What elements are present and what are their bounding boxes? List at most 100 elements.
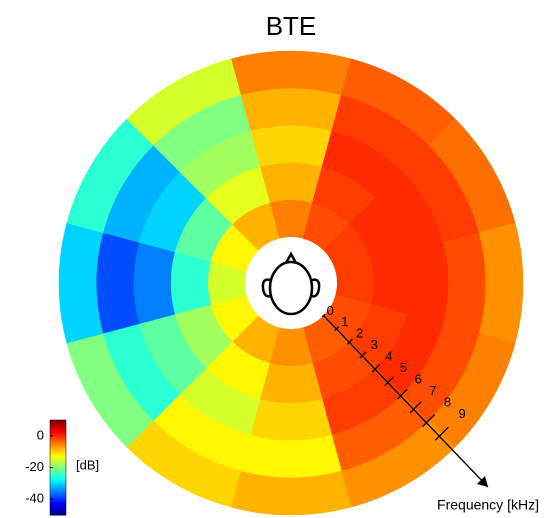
colorbar-swatch <box>50 482 66 484</box>
colorbar-swatch <box>50 512 66 514</box>
colorbar-swatch <box>50 441 66 443</box>
colorbar-swatch <box>50 506 66 508</box>
colorbar-swatch <box>50 438 66 440</box>
colorbar-swatch <box>50 501 66 503</box>
colorbar-swatch <box>50 464 66 466</box>
axis-tick <box>371 363 381 373</box>
colorbar-tick-label: -40 <box>25 491 44 506</box>
heat-cell <box>442 232 487 334</box>
colorbar-swatch <box>50 498 66 500</box>
colorbar-swatch <box>50 480 66 482</box>
colorbar-swatch <box>50 454 66 456</box>
colorbar-swatch <box>50 427 66 429</box>
colorbar-swatch <box>50 513 66 515</box>
colorbar-swatch <box>50 505 66 507</box>
heat-cell <box>133 241 176 325</box>
colorbar-swatch <box>50 421 66 423</box>
colorbar-swatch <box>50 496 66 498</box>
axis-tick <box>384 376 394 386</box>
colorbar-swatch <box>50 490 66 492</box>
heat-cell <box>406 241 449 325</box>
colorbar-swatch <box>50 426 66 428</box>
colorbar-swatch <box>50 495 66 497</box>
axis-tick <box>397 389 408 400</box>
colorbar-swatch <box>50 504 66 506</box>
colorbar-swatch <box>50 503 66 505</box>
colorbar-swatch <box>50 470 66 472</box>
colorbar-swatch <box>50 463 66 465</box>
heat-cell <box>58 222 104 344</box>
colorbar-swatch <box>50 475 66 477</box>
axis-tick <box>321 313 326 318</box>
colorbar-swatch <box>50 449 66 451</box>
axis-tick-label: 3 <box>371 337 378 352</box>
axis-tick-label: 7 <box>429 383 436 398</box>
heat-cell <box>259 362 323 404</box>
axis-tick <box>359 351 367 359</box>
colorbar-swatch <box>50 474 66 476</box>
colorbar-swatch <box>50 511 66 513</box>
colorbar-swatch <box>50 494 66 496</box>
colorbar-swatch <box>50 455 66 457</box>
colorbar-swatch <box>50 448 66 450</box>
colorbar-swatch <box>50 451 66 453</box>
axis-tick-label: 0 <box>327 303 334 318</box>
colorbar-swatch <box>50 459 66 461</box>
colorbar-swatch <box>50 422 66 424</box>
axis-tick <box>434 426 449 441</box>
colorbar-swatch <box>50 458 66 460</box>
colorbar-swatch <box>50 439 66 441</box>
axis-tick-label: 4 <box>385 349 392 364</box>
heat-cell <box>230 470 352 516</box>
axis-tick <box>422 414 436 428</box>
colorbar-tick-label: 0 <box>37 427 44 442</box>
colorbar-swatch <box>50 484 66 486</box>
colorbar-swatch <box>50 430 66 432</box>
colorbar-swatch <box>50 465 66 467</box>
colorbar-swatch <box>50 437 66 439</box>
colorbar-swatch <box>50 445 66 447</box>
heatmap <box>58 50 524 516</box>
colorbar-tick-label: -20 <box>25 459 44 474</box>
colorbar-swatch <box>50 468 66 470</box>
heat-cell <box>249 125 333 168</box>
colorbar-swatch <box>50 428 66 430</box>
colorbar-swatch <box>50 471 66 473</box>
colorbar-swatch <box>50 452 66 454</box>
colorbar-swatch <box>50 508 66 510</box>
frequency-axis-label: Frequency [kHz] <box>437 497 539 513</box>
colorbar-label: [dB] <box>76 457 99 472</box>
heat-cell <box>170 251 212 315</box>
colorbar-swatch <box>50 493 66 495</box>
chart-title: BTE <box>266 11 317 41</box>
colorbar-swatch <box>50 453 66 455</box>
colorbar-swatch <box>50 467 66 469</box>
colorbar-swatch <box>50 476 66 478</box>
axis-tick <box>346 338 353 345</box>
colorbar: 0 -20 -40 <box>25 419 67 516</box>
colorbar-swatch <box>50 440 66 442</box>
colorbar-swatch <box>50 478 66 480</box>
axis-arrow <box>477 476 488 487</box>
colorbar-swatch <box>50 481 66 483</box>
colorbar-swatch <box>50 423 66 425</box>
colorbar-swatch <box>50 436 66 438</box>
colorbar-swatch <box>50 461 66 463</box>
colorbar-swatch <box>50 473 66 475</box>
colorbar-swatch <box>50 485 66 487</box>
colorbar-swatch <box>50 477 66 479</box>
colorbar-swatch <box>50 447 66 449</box>
heat-cell <box>126 58 241 146</box>
axis-tick-label: 6 <box>415 371 422 386</box>
colorbar-swatch <box>50 483 66 485</box>
colorbar-swatch <box>50 442 66 444</box>
colorbar-swatch <box>50 456 66 458</box>
colorbar-swatch <box>50 486 66 488</box>
colorbar-swatch <box>50 500 66 502</box>
colorbar-swatch <box>50 469 66 471</box>
axis-tick <box>409 401 422 414</box>
heat-cell <box>370 251 412 315</box>
axis-tick <box>334 326 340 332</box>
heat-cell <box>230 50 352 96</box>
